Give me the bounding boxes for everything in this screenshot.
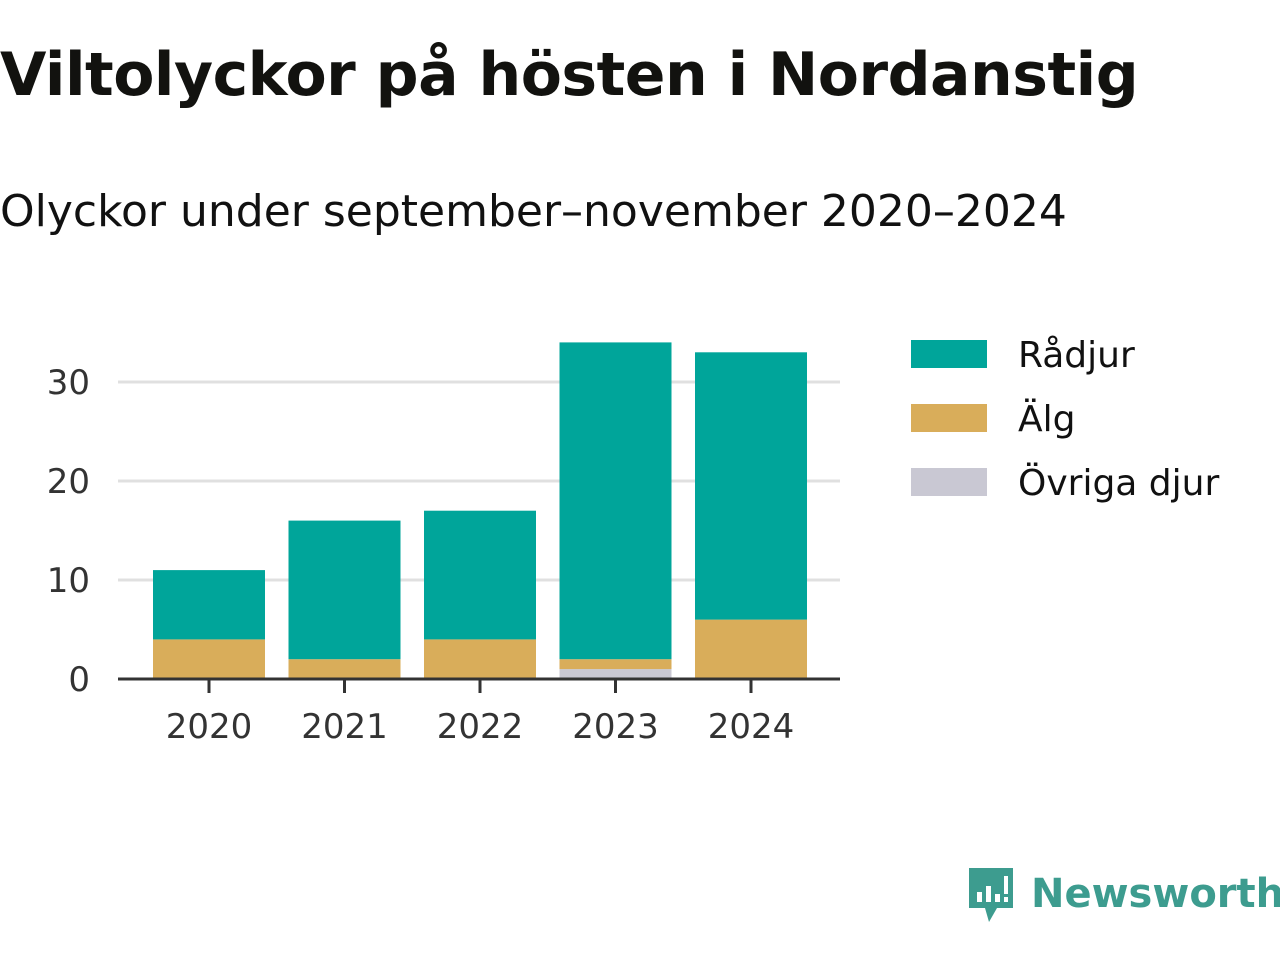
bar-rådjur-2022 — [424, 510, 536, 640]
chart-title: Viltolyckor på hösten i Nordanstig — [0, 40, 1139, 110]
legend-label: Älg — [1018, 398, 1075, 440]
bar-rådjur-2024 — [695, 352, 807, 620]
x-tick-label: 2022 — [437, 707, 524, 747]
bar-älg-2021 — [288, 659, 401, 679]
chart-subtitle: Olyckor under september–november 2020–20… — [0, 186, 1067, 237]
bar-övriga-djur-2023 — [559, 669, 672, 679]
brand-logo: Newsworthy — [965, 864, 1280, 924]
bar-älg-2020 — [153, 639, 265, 679]
legend-label: Rådjur — [1018, 335, 1135, 376]
x-tick-label: 2024 — [708, 707, 795, 747]
legend-swatch — [911, 404, 987, 432]
legend-swatch — [911, 340, 987, 368]
newsworthy-logo-icon — [969, 868, 1013, 922]
y-tick-label: 20 — [47, 462, 90, 502]
y-tick-label: 0 — [68, 660, 90, 700]
x-tick-label: 2021 — [301, 707, 388, 747]
y-tick-label: 10 — [47, 561, 90, 601]
x-tick-label: 2020 — [166, 707, 253, 747]
bar-rådjur-2023 — [559, 342, 672, 660]
bar-rådjur-2020 — [153, 570, 265, 640]
bar-älg-2023 — [559, 659, 672, 670]
legend-label: Övriga djur — [1018, 462, 1219, 504]
brand-name: Newsworthy — [1031, 871, 1280, 917]
bar-älg-2024 — [695, 619, 807, 679]
bar-rådjur-2021 — [288, 520, 401, 660]
legend-swatch — [911, 468, 987, 496]
bar-älg-2022 — [424, 639, 536, 679]
x-tick-label: 2023 — [572, 707, 659, 747]
y-tick-label: 30 — [47, 363, 90, 403]
